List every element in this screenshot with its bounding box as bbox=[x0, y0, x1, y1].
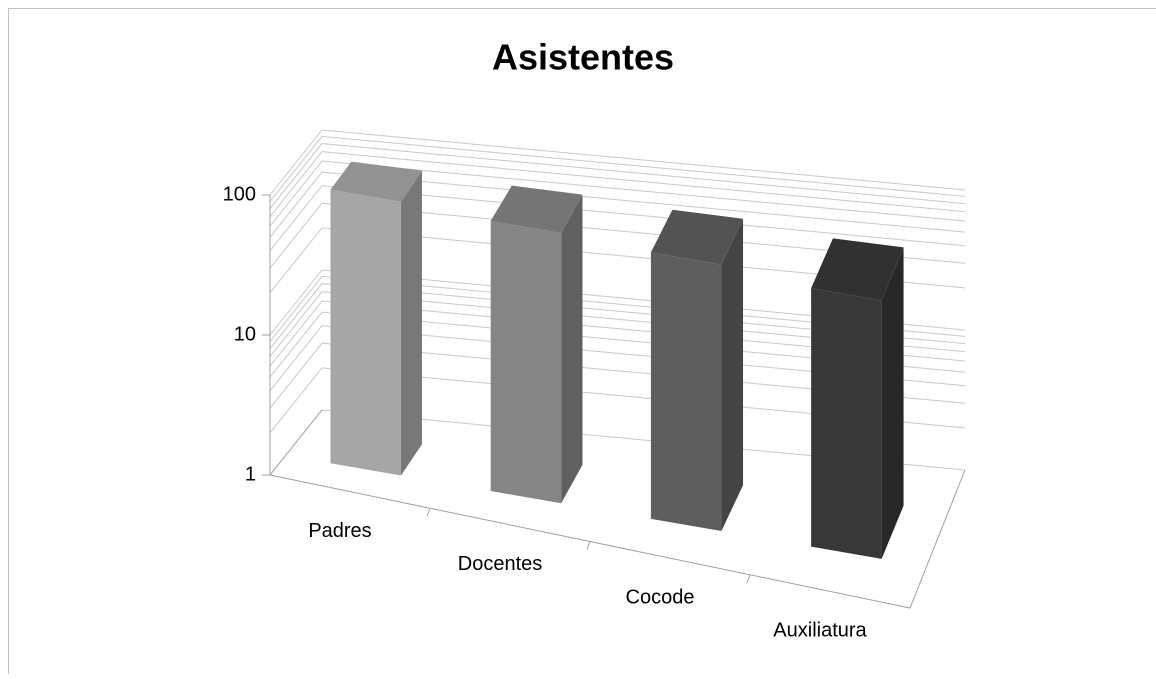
bar bbox=[491, 221, 561, 503]
x-tick bbox=[747, 575, 750, 583]
bar-side bbox=[401, 171, 422, 476]
bar-side bbox=[882, 247, 904, 558]
y-tick-label: 100 bbox=[223, 183, 256, 205]
x-tick-label: Padres bbox=[308, 520, 371, 542]
y-tick-label: 10 bbox=[234, 323, 256, 345]
bar-side bbox=[721, 219, 743, 531]
x-tick bbox=[587, 542, 590, 550]
x-tick bbox=[427, 508, 430, 516]
y-tick-label: 1 bbox=[245, 463, 256, 485]
chart-title: Asistentes bbox=[492, 37, 674, 78]
x-tick-label: Cocode bbox=[626, 586, 695, 608]
x-tick-label: Auxiliatura bbox=[773, 620, 867, 642]
bar-side bbox=[561, 195, 582, 504]
bar bbox=[811, 288, 881, 559]
bar bbox=[651, 252, 721, 531]
x-tick-label: Docentes bbox=[458, 553, 543, 575]
bar bbox=[330, 190, 400, 476]
